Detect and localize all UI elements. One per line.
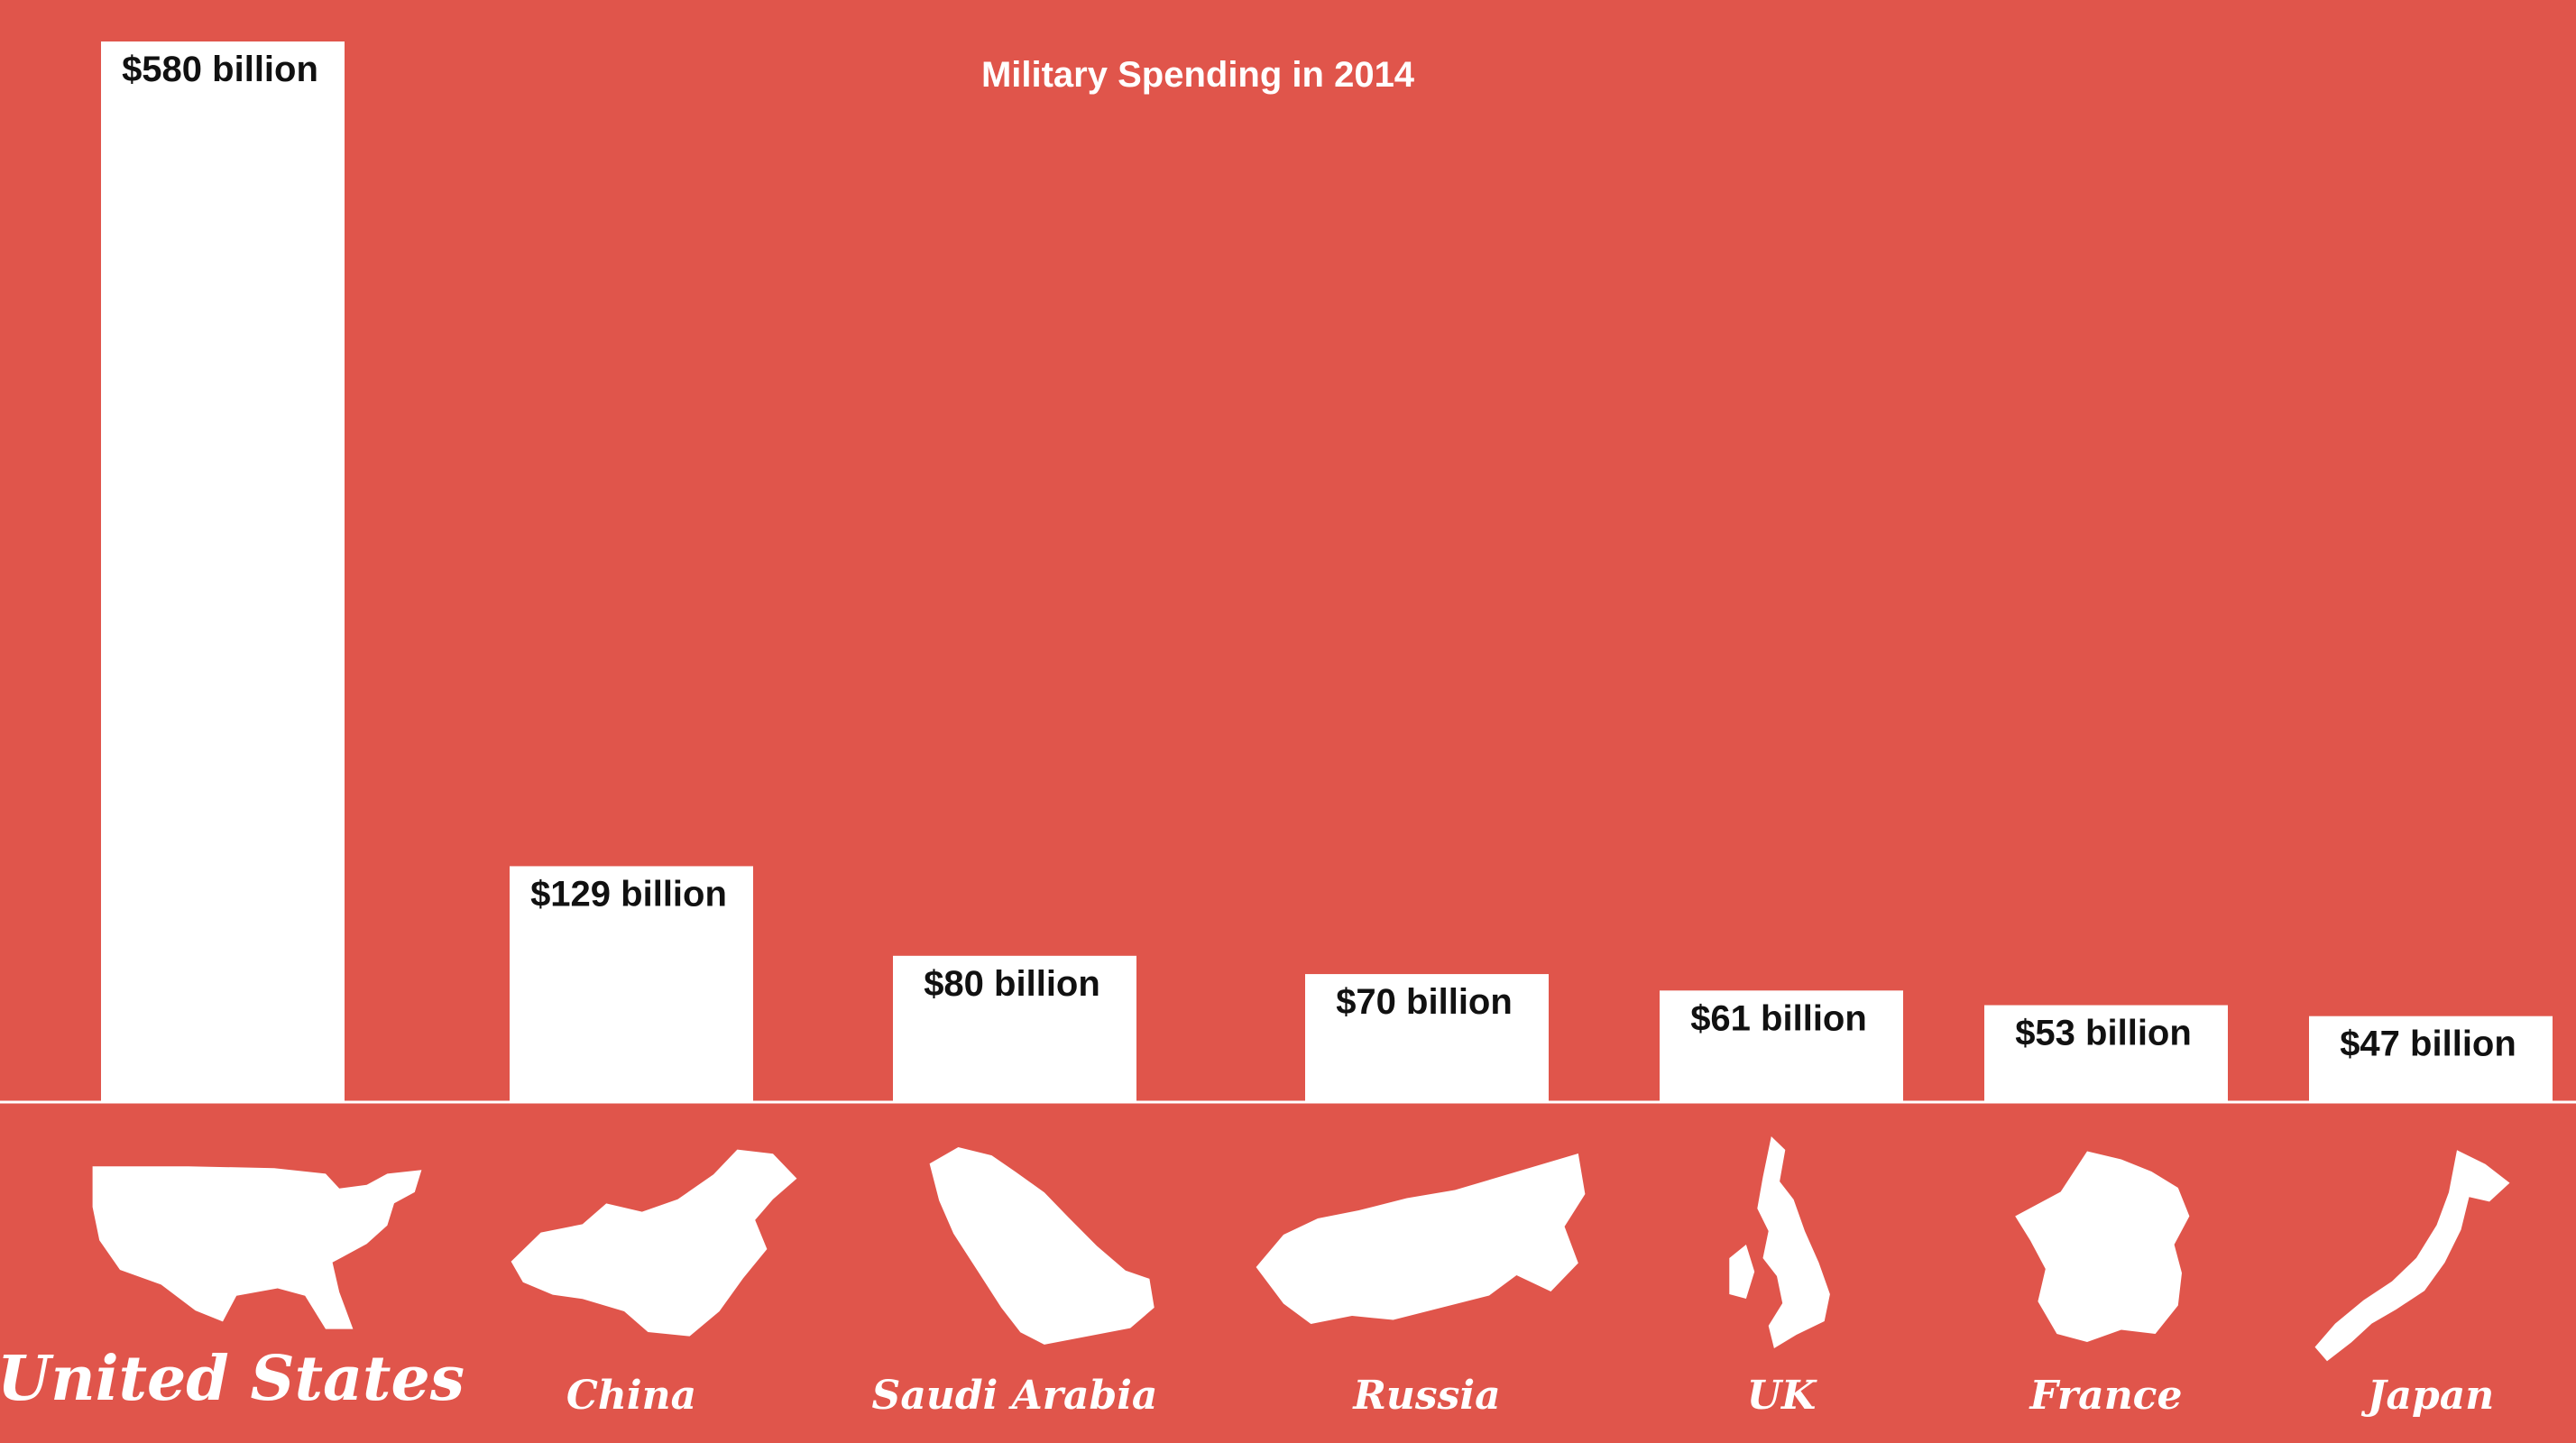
russia-map-icon: [1256, 1153, 1586, 1324]
category-label-japan: Japan: [2361, 1373, 2495, 1419]
bar-saudi-arabia: [893, 955, 1136, 1102]
value-label-united-states: $580 billion: [122, 50, 318, 89]
china-map-icon: [511, 1149, 797, 1337]
category-label-russia: Russia: [1351, 1373, 1500, 1419]
bars-group: [101, 41, 2553, 1102]
bar-japan: [2309, 1016, 2553, 1102]
value-label-japan: $47 billion: [2340, 1025, 2516, 1064]
france-map-icon: [2015, 1151, 2190, 1342]
bar-russia: [1305, 974, 1549, 1102]
saudi-arabia-map-icon: [929, 1147, 1155, 1345]
category-label-france: France: [2029, 1373, 2183, 1419]
country-icons-group: [92, 1136, 2510, 1362]
bar-united-states: [101, 41, 345, 1102]
category-label-uk: UK: [1747, 1373, 1817, 1419]
bar-france: [1984, 1005, 2228, 1102]
value-label-russia: $70 billion: [1336, 982, 1513, 1022]
value-label-saudi-arabia: $80 billion: [924, 964, 1100, 1004]
value-label-china: $129 billion: [530, 874, 727, 914]
value-label-uk: $61 billion: [1690, 998, 1867, 1038]
japan-map-icon: [2314, 1150, 2510, 1362]
category-label-united-states: United States: [0, 1343, 465, 1415]
category-label-china: China: [566, 1373, 696, 1419]
usa-map-icon: [92, 1166, 422, 1329]
uk-map-icon: [1729, 1136, 1830, 1348]
category-label-saudi-arabia: Saudi Arabia: [872, 1373, 1158, 1419]
bar-uk: [1660, 990, 1903, 1102]
value-label-france: $53 billion: [2015, 1014, 2192, 1053]
chart-title: Military Spending in 2014: [981, 55, 1415, 95]
country-labels-group: United States China Saudi Arabia Russia UK Fr…: [0, 1343, 2494, 1419]
bar-china: [510, 866, 753, 1102]
value-labels-group: $580 billion $129 billion $80 billion $70 b…: [122, 50, 2516, 1064]
